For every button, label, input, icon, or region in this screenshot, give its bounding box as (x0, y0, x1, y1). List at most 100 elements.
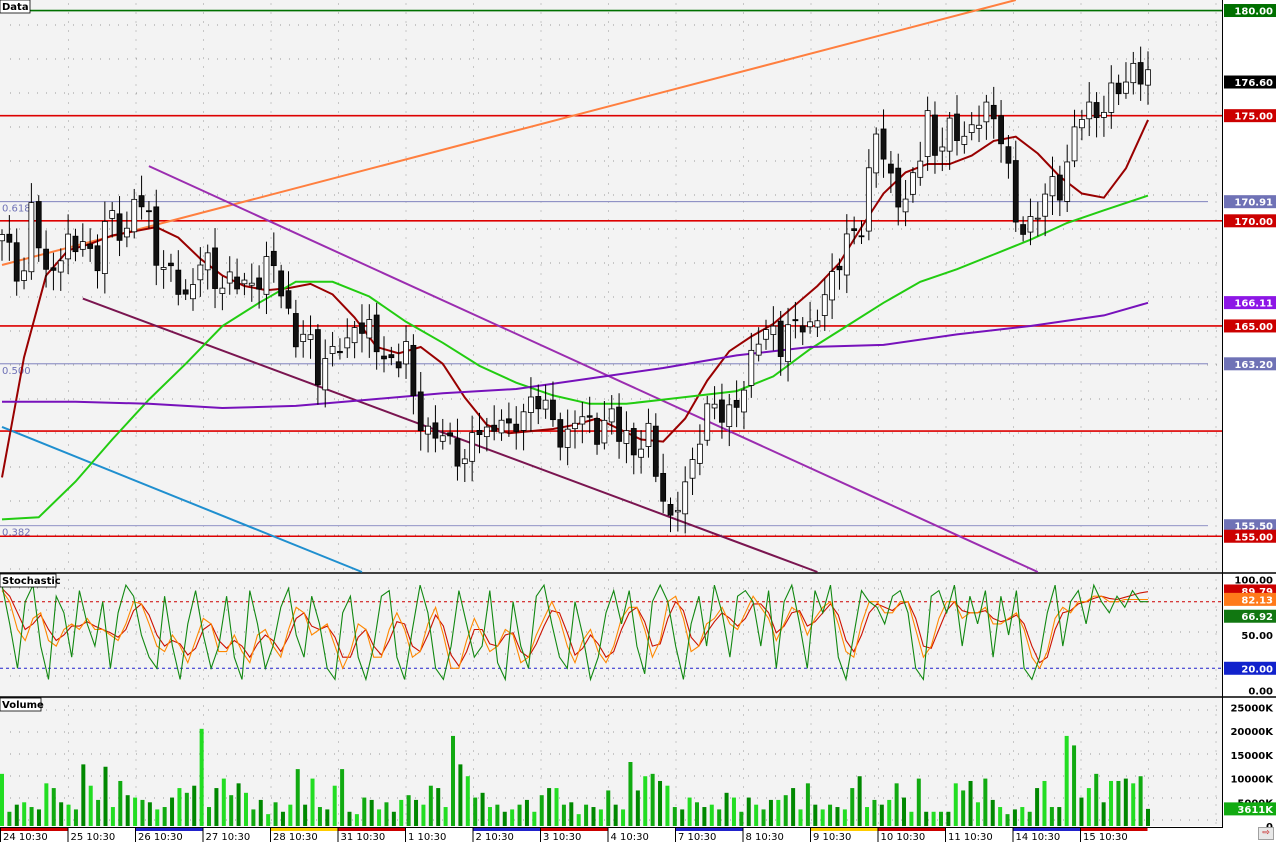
candle[interactable] (123, 211, 130, 248)
volume-bar[interactable] (1042, 780, 1047, 826)
volume-bar[interactable] (162, 807, 167, 826)
volume-bar[interactable] (502, 811, 507, 826)
candle[interactable] (219, 276, 226, 311)
candle[interactable] (248, 263, 255, 302)
candle[interactable] (704, 395, 711, 446)
volume-bar[interactable] (561, 804, 566, 826)
volume-bar[interactable] (547, 788, 552, 826)
candle[interactable] (836, 258, 843, 290)
volume-bar[interactable] (229, 795, 234, 826)
volume-bar[interactable] (694, 802, 699, 826)
volume-bar[interactable] (36, 809, 41, 826)
candle[interactable] (439, 418, 446, 450)
volume-bar[interactable] (81, 764, 86, 826)
volume-bar[interactable] (739, 811, 744, 826)
candle[interactable] (550, 381, 556, 427)
volume-bar[interactable] (761, 809, 766, 826)
candle[interactable] (109, 202, 116, 238)
candle[interactable] (616, 393, 622, 459)
volume-bar[interactable] (1079, 797, 1084, 826)
volume-bar[interactable] (317, 807, 322, 826)
candle[interactable] (234, 258, 240, 295)
candle[interactable] (50, 252, 57, 291)
volume-bar[interactable] (754, 804, 759, 826)
candle[interactable] (337, 338, 343, 360)
candle[interactable] (28, 183, 35, 280)
candle[interactable] (329, 331, 336, 367)
candle[interactable] (917, 141, 924, 186)
volume-bar[interactable] (658, 780, 663, 826)
candle[interactable] (799, 317, 806, 346)
candle[interactable] (513, 406, 520, 450)
volume-plot[interactable] (0, 728, 1150, 826)
volume-bar[interactable] (303, 804, 308, 826)
candle[interactable] (307, 315, 314, 359)
volume-bar[interactable] (14, 804, 19, 826)
candle[interactable] (131, 188, 138, 239)
candle[interactable] (483, 417, 490, 452)
volume-bar[interactable] (258, 799, 263, 826)
candle[interactable] (432, 405, 439, 453)
volume-bar[interactable] (170, 797, 175, 826)
candle[interactable] (682, 466, 689, 534)
volume-bar[interactable] (591, 807, 596, 826)
candle[interactable] (954, 95, 960, 156)
volume-bar[interactable] (576, 814, 581, 826)
volume-bar[interactable] (828, 804, 833, 826)
candle[interactable] (924, 96, 931, 171)
volume-bar[interactable] (332, 785, 337, 826)
candle[interactable] (322, 339, 329, 408)
volume-bar[interactable] (73, 809, 78, 826)
volume-bar[interactable] (177, 788, 182, 826)
volume-bar[interactable] (414, 799, 419, 826)
candle[interactable] (880, 109, 887, 178)
volume-bar[interactable] (110, 807, 115, 826)
volume-bar[interactable] (199, 728, 204, 826)
candle[interactable] (498, 409, 505, 441)
candle[interactable] (1130, 51, 1137, 95)
volume-bar[interactable] (791, 788, 796, 826)
volume-bar[interactable] (487, 807, 492, 826)
candle[interactable] (748, 332, 755, 398)
volume-bar[interactable] (1035, 788, 1040, 826)
volume-bar[interactable] (22, 802, 27, 826)
candle[interactable] (865, 149, 872, 241)
candle[interactable] (146, 201, 152, 229)
candle[interactable] (292, 299, 299, 358)
candle[interactable] (212, 228, 218, 309)
volume-bar[interactable] (1049, 807, 1054, 826)
volume-bar[interactable] (613, 804, 618, 826)
candle[interactable] (417, 371, 424, 451)
candle[interactable] (851, 216, 858, 245)
volume-bar[interactable] (813, 804, 818, 826)
candle[interactable] (87, 228, 94, 262)
candle[interactable] (946, 112, 953, 170)
candle[interactable] (160, 250, 167, 289)
candle[interactable] (932, 101, 938, 174)
volume-bar[interactable] (214, 788, 219, 826)
candle[interactable] (13, 228, 20, 296)
volume-bar[interactable] (835, 807, 840, 826)
volume-bar[interactable] (768, 799, 773, 826)
volume-bar[interactable] (236, 783, 241, 826)
volume-bar[interactable] (1146, 808, 1150, 826)
candle[interactable] (469, 415, 476, 482)
candle[interactable] (645, 408, 652, 458)
volume-bar[interactable] (384, 802, 389, 826)
candle[interactable] (1034, 201, 1041, 237)
volume-bar[interactable] (347, 811, 352, 826)
volume-bar[interactable] (377, 809, 382, 826)
volume-bar[interactable] (458, 764, 463, 826)
candle[interactable] (1137, 46, 1144, 101)
volume-bar[interactable] (946, 811, 951, 826)
candle[interactable] (454, 418, 461, 481)
volume-bar[interactable] (894, 783, 899, 826)
volume-bar[interactable] (687, 797, 692, 826)
candle[interactable] (777, 310, 784, 376)
volume-bar[interactable] (133, 797, 138, 826)
volume-bar[interactable] (931, 811, 936, 826)
candle[interactable] (43, 230, 49, 288)
candle[interactable] (557, 412, 564, 461)
volume-bar[interactable] (51, 788, 56, 826)
candle[interactable] (542, 384, 549, 419)
